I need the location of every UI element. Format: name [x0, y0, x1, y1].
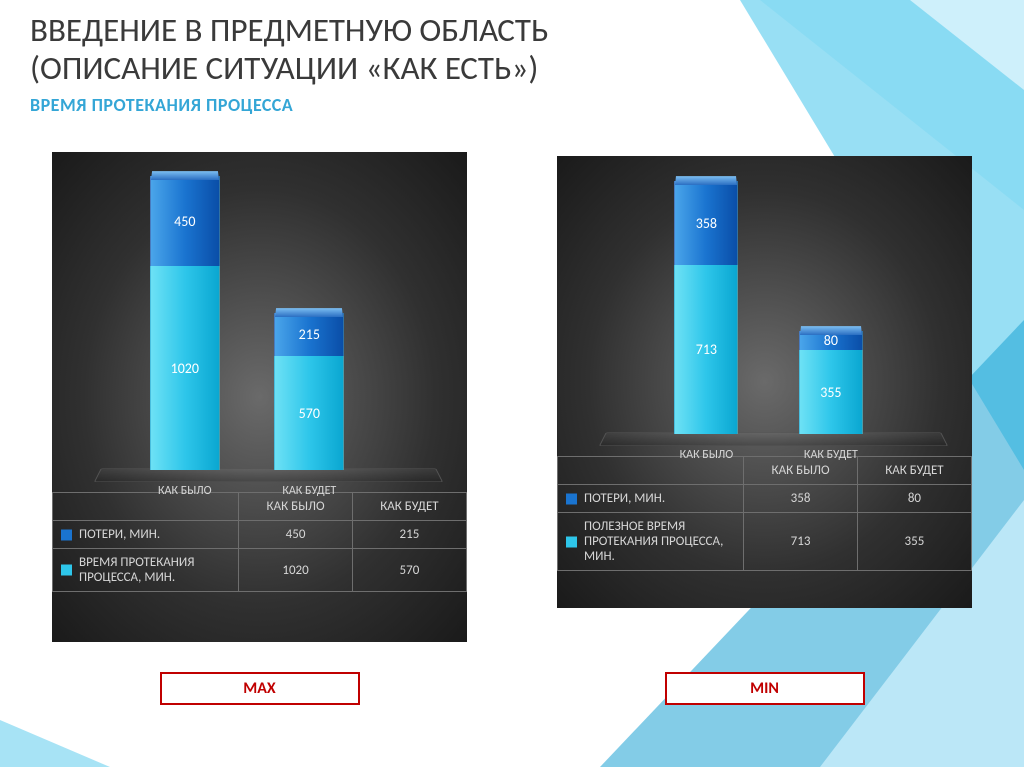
title-block: ВВЕДЕНИЕ В ПРЕДМЕТНУЮ ОБЛАСТЬ (ОПИСАНИЕ … — [30, 12, 549, 116]
bar-cap — [800, 326, 862, 335]
bar-segment-bottom: 1020 — [150, 266, 220, 470]
axis-category-label: КАК БУДЕТ — [786, 448, 876, 462]
series-name: ВРЕМЯ ПРОТЕКАНИЯ ПРОЦЕССА, МИН. — [79, 555, 194, 585]
chart-panel-min: 713358КАК БЫЛО35580КАК БУДЕТ КАК БЫЛО КА… — [557, 156, 972, 608]
stacked-bar: 713358 — [674, 181, 738, 434]
swatch-bottom-icon — [566, 536, 577, 547]
cell: 1020 — [239, 549, 353, 592]
series-name: ПОЛЕЗНОЕ ВРЕМЯ ПРОТЕКАНИЯ ПРОЦЕССА, МИН. — [584, 519, 723, 564]
stacked-bar: 570215 — [274, 313, 344, 470]
cell: 713 — [744, 513, 858, 571]
bar-segment-bottom: 570 — [274, 356, 344, 470]
col-header: КАК БУДЕТ — [352, 493, 466, 521]
cell: 570 — [352, 549, 466, 592]
bar-cap — [275, 308, 343, 317]
badge-wrap-left: MAX — [52, 672, 467, 705]
bar-segment-bottom: 355 — [799, 350, 863, 434]
bar-segment-bottom: 713 — [674, 265, 738, 434]
bar-cap — [675, 176, 737, 185]
axis-category-label: КАК БЫЛО — [661, 448, 751, 462]
charts-row: 1020450КАК БЫЛО570215КАК БУДЕТ КАК БЫЛО … — [52, 152, 972, 642]
swatch-top-icon — [566, 493, 577, 504]
chart-floor — [94, 469, 443, 482]
cell: 80 — [857, 485, 971, 513]
axis-category-label: КАК БУДЕТ — [264, 484, 354, 498]
bar-segment-top: 80 — [799, 331, 863, 350]
bar-segment-top: 450 — [150, 176, 220, 266]
axis-category-label: КАК БЫЛО — [140, 484, 230, 498]
swatch-bottom-icon — [61, 565, 72, 576]
series-name: ПОТЕРИ, МИН. — [584, 491, 665, 506]
row-header-time: ВРЕМЯ ПРОТЕКАНИЯ ПРОЦЕССА, МИН. — [53, 549, 239, 592]
row-header-losses: ПОТЕРИ, МИН. — [558, 485, 744, 513]
chart-area-left: 1020450КАК БЫЛО570215КАК БУДЕТ — [52, 152, 467, 492]
data-table-right: КАК БЫЛО КАК БУДЕТ ПОТЕРИ, МИН. 358 80 — [557, 456, 972, 571]
max-badge: MAX — [160, 672, 360, 705]
badge-row: MAX MIN — [52, 672, 972, 705]
stacked-bar: 1020450 — [150, 176, 220, 470]
page-title-line2: (ОПИСАНИЕ СИТУАЦИИ «КАК ЕСТЬ») — [30, 50, 549, 88]
min-badge: MIN — [665, 672, 865, 705]
bar-segment-top: 215 — [274, 313, 344, 356]
row-header-losses: ПОТЕРИ, МИН. — [53, 521, 239, 549]
bar-cap — [151, 171, 219, 180]
stacked-bar: 35580 — [799, 331, 863, 434]
badge-wrap-right: MIN — [557, 672, 972, 705]
data-table-left: КАК БЫЛО КАК БУДЕТ ПОТЕРИ, МИН. 450 215 — [52, 492, 467, 592]
chart-floor — [599, 433, 948, 446]
cell: 450 — [239, 521, 353, 549]
cell: 358 — [744, 485, 858, 513]
page-title-line1: ВВЕДЕНИЕ В ПРЕДМЕТНУЮ ОБЛАСТЬ — [30, 12, 549, 50]
bar-segment-top: 358 — [674, 181, 738, 266]
cell: 355 — [857, 513, 971, 571]
series-name: ПОТЕРИ, МИН. — [79, 527, 160, 542]
chart-panel-max: 1020450КАК БЫЛО570215КАК БУДЕТ КАК БЫЛО … — [52, 152, 467, 642]
chart-area-right: 713358КАК БЫЛО35580КАК БУДЕТ — [557, 156, 972, 456]
swatch-top-icon — [61, 529, 72, 540]
row-header-useful: ПОЛЕЗНОЕ ВРЕМЯ ПРОТЕКАНИЯ ПРОЦЕССА, МИН. — [558, 513, 744, 571]
cell: 215 — [352, 521, 466, 549]
page-subtitle: ВРЕМЯ ПРОТЕКАНИЯ ПРОЦЕССА — [30, 94, 549, 116]
